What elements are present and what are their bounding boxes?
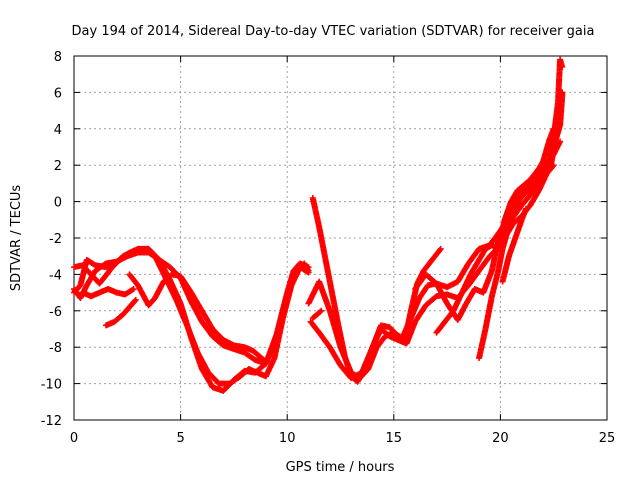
data-point [261, 357, 268, 364]
x-tick-label: 20 [492, 431, 509, 446]
data-point [129, 286, 136, 293]
series-track-15 [309, 307, 325, 322]
data-point [318, 307, 325, 314]
chart-title: Day 194 of 2014, Sidereal Day-to-day VTE… [72, 24, 595, 39]
data-point [131, 297, 138, 304]
y-tick-label: -4 [49, 268, 62, 283]
series-track-12 [499, 205, 529, 285]
data-point [130, 285, 137, 292]
series-track-1 [71, 245, 312, 394]
x-tick-label: 5 [176, 431, 184, 446]
x-tick-label: 25 [599, 431, 616, 446]
y-tick-labels: 8 6 4 2 0 -2 -4 -6 -8 -10 -12 [41, 50, 62, 429]
x-axis-label: GPS time / hours [286, 460, 395, 475]
data-point [132, 296, 139, 303]
data-point [522, 205, 529, 212]
y-tick-label: -12 [41, 414, 62, 429]
y-tick-label: 0 [54, 196, 62, 211]
series-track-13 [102, 296, 139, 329]
x-tick-labels: 0 5 10 15 20 25 [70, 431, 615, 446]
y-tick-label: -10 [41, 378, 62, 393]
data-point [317, 308, 324, 315]
y-tick-label: 8 [54, 50, 62, 65]
data-point [305, 267, 312, 274]
y-axis-label: SDTVAR / TECUs [9, 185, 24, 292]
data-point [550, 125, 557, 132]
y-tick-label: 4 [54, 123, 62, 138]
y-tick-label: 2 [54, 159, 62, 174]
y-tick-label: 6 [54, 86, 62, 101]
data-point [262, 358, 269, 365]
data-point [436, 247, 443, 254]
data-point [437, 245, 444, 252]
series-track-11 [497, 125, 557, 241]
axis-ticks [73, 55, 608, 421]
x-tick-label: 10 [279, 431, 296, 446]
series-track-4 [126, 271, 269, 365]
data-point [559, 63, 566, 70]
y-tick-label: -8 [49, 341, 62, 356]
y-tick-label: -6 [49, 305, 62, 320]
x-tick-label: 15 [386, 431, 403, 446]
y-tick-label: -2 [49, 232, 62, 247]
data-points [71, 56, 566, 394]
x-tick-label: 0 [70, 431, 78, 446]
series-track-14 [79, 285, 137, 300]
